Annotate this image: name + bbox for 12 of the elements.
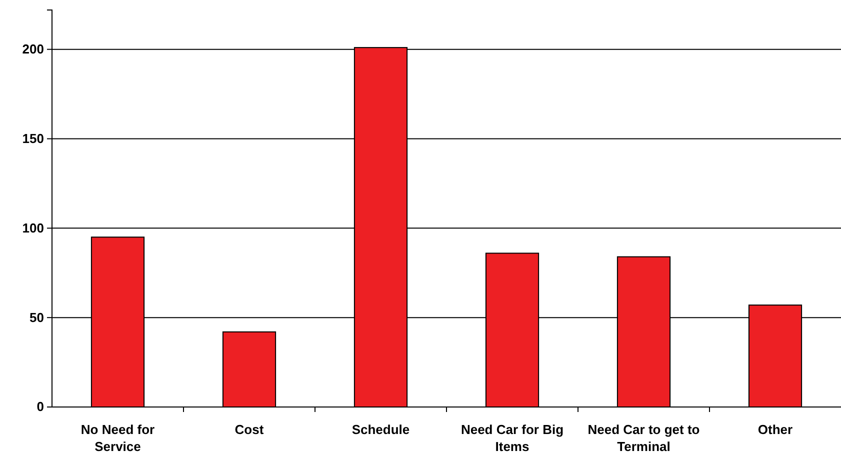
y-tick-label: 200	[22, 42, 44, 56]
x-tick-label: Need Car to get to Terminal	[588, 422, 700, 454]
x-tick-label: Need Car for Big Items	[460, 422, 564, 454]
x-tick-label: Other	[758, 422, 793, 437]
y-tick-label: 100	[22, 220, 44, 236]
x-tick-label: No Need for Service	[80, 422, 155, 454]
y-tick-label: 50	[30, 310, 44, 325]
x-tick-label: Schedule	[352, 422, 410, 437]
x-tick-label: Cost	[234, 422, 264, 437]
y-tick-label: 0	[36, 399, 44, 414]
bar	[222, 331, 276, 408]
y-tick-label: 150	[22, 130, 44, 146]
